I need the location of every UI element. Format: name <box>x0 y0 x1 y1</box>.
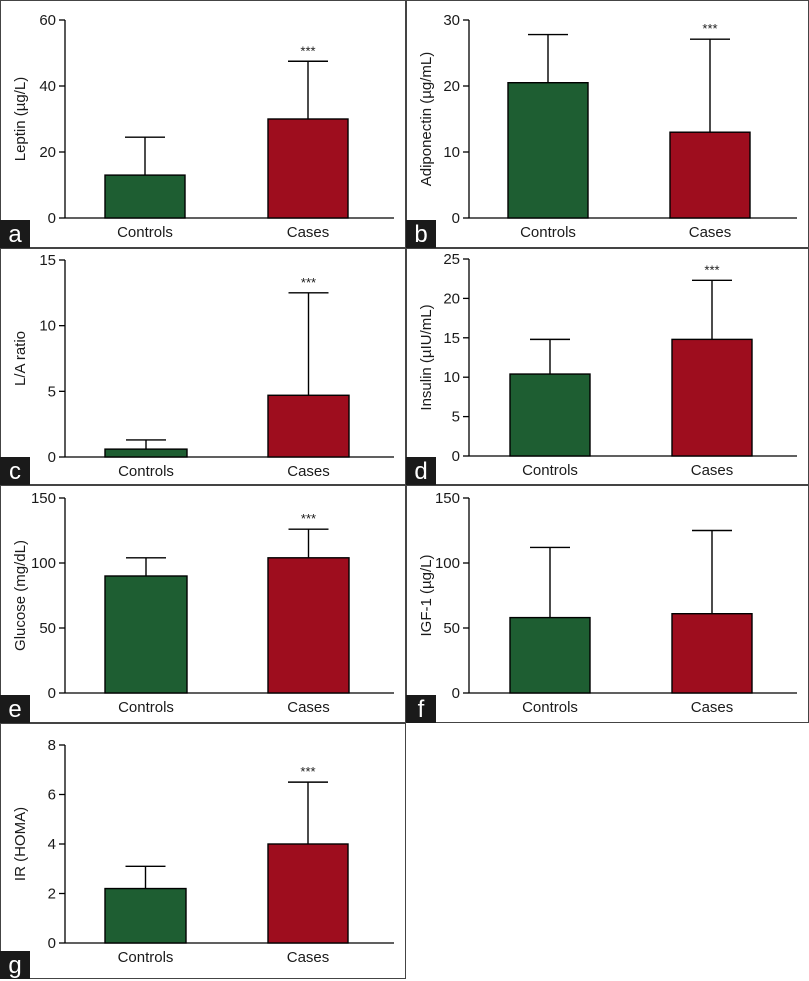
y-tick-label: 10 <box>39 318 56 335</box>
y-tick-label: 40 <box>39 78 56 95</box>
bar-cases <box>267 118 349 219</box>
y-tick-label: 0 <box>48 685 56 702</box>
x-tick-label: Cases <box>287 224 330 241</box>
panel-letter-badge <box>0 457 30 485</box>
x-tick-label: Cases <box>287 949 330 966</box>
bar-controls <box>104 174 186 219</box>
y-tick-label: 0 <box>48 935 56 952</box>
x-tick-label: Controls <box>522 699 578 716</box>
y-tick-label: 30 <box>443 12 460 29</box>
y-axis-title: Adiponectin (µg/mL) <box>418 52 435 187</box>
bar-controls <box>104 575 188 694</box>
panel-letter: g <box>8 952 21 979</box>
panel-letter-badge <box>406 220 436 248</box>
significance-marker: *** <box>702 21 717 36</box>
y-tick-label: 60 <box>39 12 56 29</box>
y-tick-label: 5 <box>452 409 460 426</box>
panel-b: 0 10 20 30 Adiponectin (µg/mL) Controls Cases *… <box>406 0 809 248</box>
y-tick-label: 8 <box>48 737 56 754</box>
bar-controls <box>507 81 589 219</box>
x-tick-label: Controls <box>522 462 578 479</box>
panel-f: 0 50 100 150 IGF-1 (µg/L) Controls Cases f <box>406 485 809 723</box>
y-axis-title: L/A ratio <box>12 331 29 386</box>
y-tick-label: 2 <box>48 886 56 903</box>
x-tick-label: Cases <box>691 462 734 479</box>
y-tick-label: 4 <box>48 836 56 853</box>
x-tick-label: Controls <box>117 224 173 241</box>
y-tick-label: 0 <box>48 210 56 227</box>
panel-frame <box>0 485 406 723</box>
y-tick-label: 150 <box>31 490 56 507</box>
y-tick-label: 10 <box>443 369 460 386</box>
y-tick-label: 6 <box>48 787 56 804</box>
y-axis-title: Leptin (µg/L) <box>12 77 29 162</box>
panel-frame <box>0 248 406 485</box>
panel-letter: f <box>418 696 425 723</box>
significance-marker: *** <box>300 764 315 779</box>
bar-controls <box>104 448 188 458</box>
panel-letter: b <box>414 221 427 248</box>
y-axis-title: Insulin (µIU/mL) <box>418 304 435 410</box>
bar-cases <box>267 557 350 694</box>
panel-a: 0 20 40 60 Leptin (µg/L) Controls Cases *** a <box>0 0 406 248</box>
bar-controls <box>509 373 591 457</box>
y-tick-label: 150 <box>435 490 460 507</box>
y-tick-label: 20 <box>443 78 460 95</box>
y-tick-label: 50 <box>39 620 56 637</box>
y-tick-label: 100 <box>31 555 56 572</box>
bar-cases <box>671 613 753 694</box>
y-axis-title: Glucose (mg/dL) <box>12 540 29 651</box>
panel-letter-badge <box>0 951 30 979</box>
panel-letter-badge <box>406 457 436 485</box>
x-tick-label: Controls <box>118 949 174 966</box>
panel-letter-badge <box>0 695 30 723</box>
x-tick-label: Controls <box>118 699 174 716</box>
bar-cases <box>669 131 751 219</box>
x-tick-label: Cases <box>287 699 330 716</box>
panel-letter-badge <box>406 695 436 723</box>
panel-e: 0 50 100 150 Glucose (mg/dL) Controls Cases ***… <box>0 485 406 723</box>
y-tick-label: 25 <box>443 251 460 268</box>
panel-frame <box>0 723 406 979</box>
y-tick-label: 15 <box>39 252 56 269</box>
y-tick-label: 0 <box>452 448 460 465</box>
panel-frame <box>0 0 406 248</box>
y-tick-label: 15 <box>443 330 460 347</box>
panel-g: 0 2 4 6 8 IR (HOMA) Controls Cases *** g <box>0 723 406 979</box>
y-tick-label: 100 <box>435 555 460 572</box>
y-axis-title: IGF-1 (µg/L) <box>418 555 435 637</box>
y-axis-title: IR (HOMA) <box>12 807 29 881</box>
panel-letter: e <box>8 696 21 723</box>
significance-marker: *** <box>301 511 316 526</box>
y-tick-label: 50 <box>443 620 460 637</box>
panel-letter: c <box>9 458 21 485</box>
y-tick-label: 20 <box>39 144 56 161</box>
panel-d: 0 5 10 15 20 25 Insulin (µIU/mL) Controls Cases *… <box>406 248 809 485</box>
y-tick-label: 10 <box>443 144 460 161</box>
x-tick-label: Cases <box>287 463 330 480</box>
significance-marker: *** <box>301 275 316 290</box>
panel-letter: d <box>414 458 427 485</box>
y-tick-label: 0 <box>452 685 460 702</box>
y-tick-label: 0 <box>48 449 56 466</box>
y-tick-label: 0 <box>452 210 460 227</box>
x-tick-label: Controls <box>520 224 576 241</box>
panel-letter-badge <box>0 220 30 248</box>
bar-controls <box>509 616 591 694</box>
bar-cases <box>267 394 350 458</box>
panel-letter: a <box>8 221 22 248</box>
y-tick-label: 20 <box>443 290 460 307</box>
x-tick-label: Cases <box>689 224 732 241</box>
significance-marker: *** <box>300 43 315 58</box>
bar-controls <box>104 887 187 944</box>
x-tick-label: Cases <box>691 699 734 716</box>
bar-cases <box>267 843 349 944</box>
y-tick-label: 5 <box>48 383 56 400</box>
panel-c: 0 5 10 15 L/A ratio Controls Cases *** c <box>0 248 406 485</box>
bar-cases <box>671 338 753 457</box>
significance-marker: *** <box>704 262 719 277</box>
x-tick-label: Controls <box>118 463 174 480</box>
